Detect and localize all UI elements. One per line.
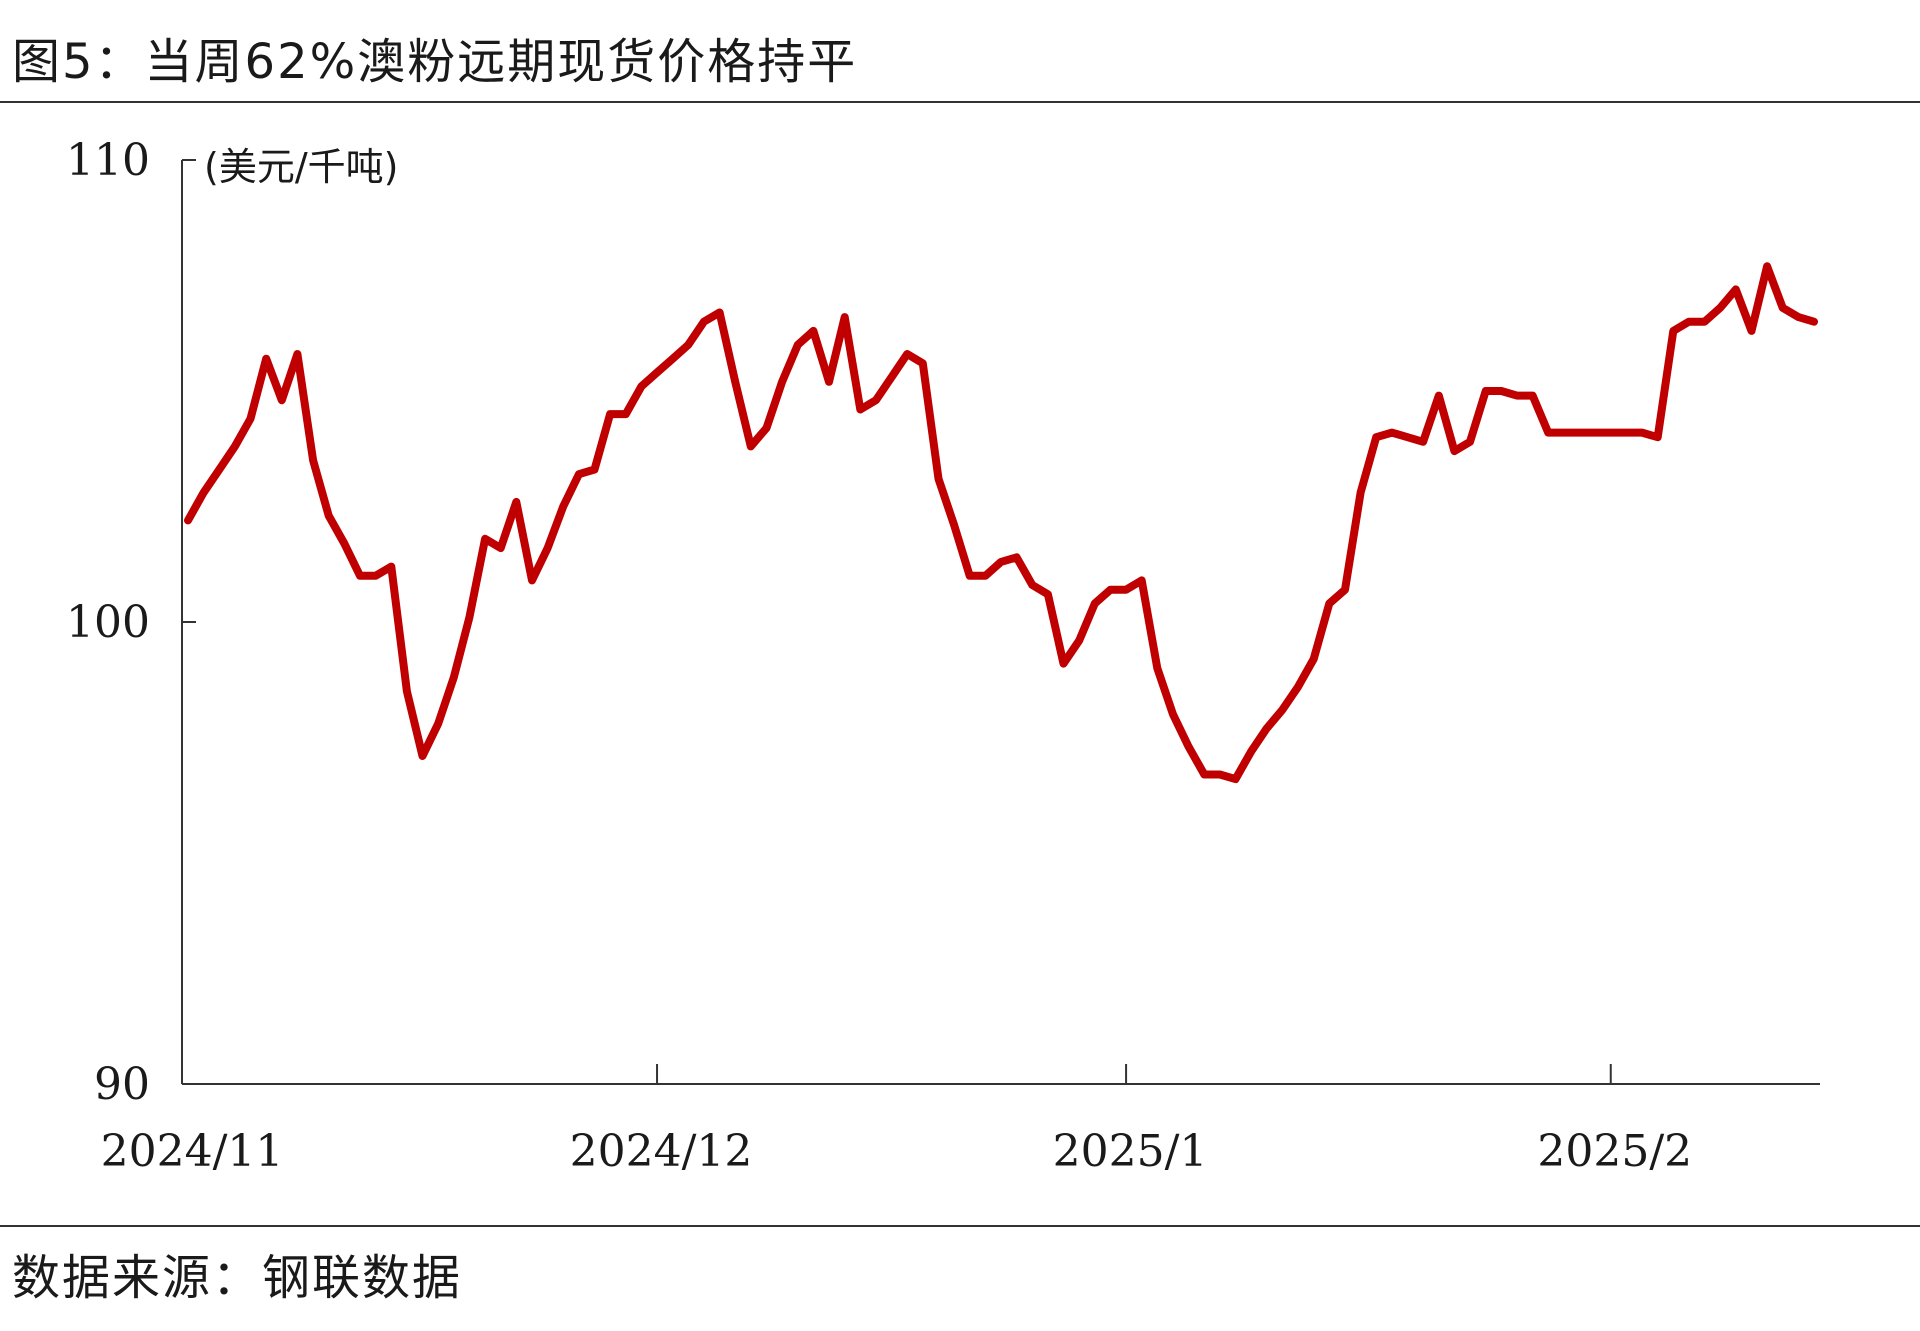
x-ticks: 2024/11 2024/12 2025/1 2025/2 (101, 1064, 1692, 1177)
bottom-rule (0, 1225, 1920, 1227)
price-line (184, 262, 1818, 784)
x-tick-label: 2024/11 (101, 1126, 284, 1177)
y-ticks: 90 100 110 (66, 135, 196, 1110)
x-tick-label: 2025/1 (1053, 1126, 1208, 1177)
top-rule (0, 101, 1920, 103)
x-tick-label: 2025/2 (1537, 1126, 1692, 1177)
x-tick-label: 2024/12 (570, 1126, 753, 1177)
chart-title: 图5：当周62%澳粉远期现货价格持平 (12, 34, 858, 90)
source-note: 数据来源：钢联数据 (12, 1250, 463, 1306)
unit-label: (美元/千吨) (204, 145, 398, 189)
y-tick-label: 90 (94, 1059, 150, 1110)
y-tick-label: 100 (66, 597, 150, 648)
y-tick-label: 110 (66, 135, 150, 186)
